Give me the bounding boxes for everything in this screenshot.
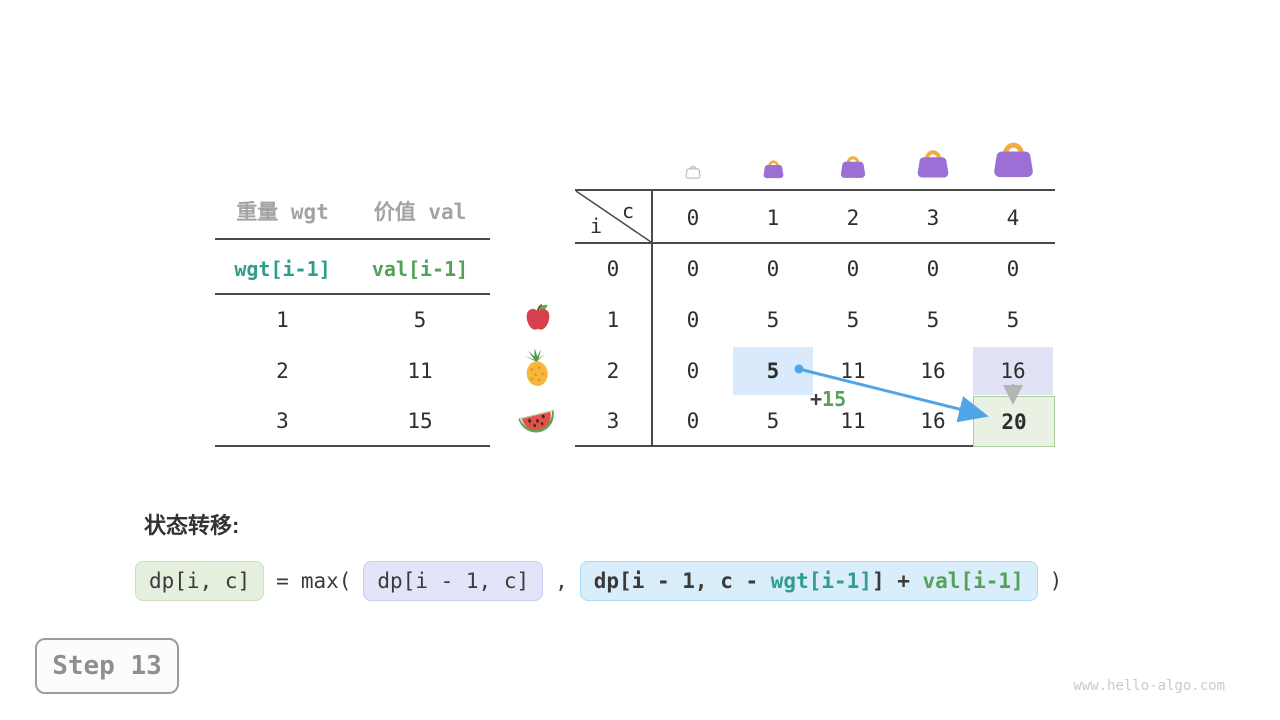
dp-col-header-1: 1 [766, 206, 780, 230]
val-formula-label: val[i-1] [371, 257, 469, 281]
dp-cell-i1-c2: 5 [846, 308, 860, 332]
bag-size-1-icon [762, 157, 785, 179]
item-table-formula-row: wgt[i-1] val[i-1] [215, 255, 490, 283]
dp-table-rule-header [575, 242, 1055, 244]
item-row-1: 1 5 [215, 306, 490, 334]
dp-cell-i0-c0: 0 [686, 257, 700, 281]
dp-col-header-0: 0 [686, 206, 700, 230]
transfer-annotation-value: 15 [822, 387, 847, 411]
item-3-weight: 3 [276, 409, 289, 433]
item-2-weight: 2 [276, 359, 289, 383]
dp-col-header-2: 2 [846, 206, 860, 230]
dp-cell-i1-c4: 5 [1006, 308, 1020, 332]
formula-equals: = [276, 569, 289, 593]
dp-corner-row-var: i [589, 214, 603, 238]
apple-icon [524, 302, 552, 332]
dp-cell-i0-c3: 0 [926, 257, 940, 281]
transfer-annotation-plus: + [810, 387, 823, 411]
item-table-rule-bottom [215, 445, 490, 447]
bag-size-2-icon [839, 152, 867, 179]
formula-comma: , [555, 569, 568, 593]
dp-table-rule-bottom [575, 445, 1055, 447]
wgt-formula-label: wgt[i-1] [234, 257, 331, 281]
dp-cell-i0-c4: 0 [1006, 257, 1020, 281]
dp-cell-i3-c2: 11 [840, 408, 866, 433]
dp-table-rule-top [575, 189, 1055, 191]
dp-table-rule-vertical [651, 190, 653, 446]
dp-cell-i2-c4-highlighted: 16 [973, 347, 1053, 395]
formula-lhs-box: dp[i, c] [135, 561, 265, 601]
item-table-col1-header: 重量 wgt [236, 200, 329, 224]
watermelon-icon [518, 403, 556, 437]
formula-option1-box: dp[i - 1, c] [363, 561, 544, 601]
item-table-rule-top [215, 238, 490, 240]
step-badge-label: Step 13 [52, 651, 162, 681]
dp-cell-i3-c0: 0 [686, 408, 700, 433]
bag-size-4-icon [991, 136, 1036, 179]
formula-option2-prefix: dp[i - 1, c - [593, 569, 771, 593]
dp-cell-i0-c2: 0 [846, 257, 860, 281]
dp-col-header-4: 4 [1006, 206, 1020, 230]
pineapple-icon [520, 347, 553, 387]
dp-cell-i1-c3: 5 [926, 308, 940, 332]
formula-option2-box: dp[i - 1, c - wgt[i-1]] + val[i-1] [579, 561, 1038, 601]
item-table-header-row: 重量 wgt 价值 val [215, 197, 490, 225]
dp-cell-i3-c1: 5 [766, 408, 780, 433]
formula-max-open: max( [300, 569, 352, 593]
dp-corner-diagonal [575, 190, 652, 243]
dp-cell-i1-c0: 0 [686, 308, 700, 332]
bag-size-3-icon [915, 145, 951, 179]
formula-close-paren: ) [1049, 569, 1063, 593]
transition-title: 状态转移: [144, 513, 240, 538]
item-row-3: 3 15 [215, 407, 490, 435]
dp-corner-col-var: c [621, 199, 635, 223]
dp-row-header-3: 3 [606, 408, 620, 433]
step-badge: Step 13 [35, 638, 179, 694]
dp-row-header-2: 2 [606, 359, 620, 383]
item-row-2: 2 11 [215, 357, 490, 385]
dp-cell-i3-c3: 16 [920, 408, 946, 433]
dp-row-header-0: 0 [606, 257, 620, 281]
item-3-value: 15 [407, 409, 433, 433]
dp-cell-i0-c1: 0 [766, 257, 780, 281]
item-2-value: 11 [407, 359, 433, 383]
dp-cell-i2-c3: 16 [920, 359, 946, 383]
formula-option2-wgt: wgt[i-1] [770, 569, 872, 593]
transfer-annotation: +15 [810, 387, 846, 411]
bag-size-0-icon [685, 163, 701, 179]
watermark: www.hello-algo.com [1073, 678, 1225, 694]
item-1-value: 5 [413, 308, 427, 332]
transition-formula: dp[i, c] = max( dp[i - 1, c] , dp[i - 1,… [135, 561, 1062, 601]
item-table-rule-mid [215, 293, 490, 295]
item-1-weight: 1 [276, 308, 289, 332]
formula-option2-mid: ] + [871, 569, 923, 593]
dp-cell-i1-c1: 5 [766, 308, 780, 332]
dp-row-header-1: 1 [606, 308, 620, 332]
item-table-col2-header: 价值 val [373, 200, 467, 224]
dp-col-header-3: 3 [926, 206, 940, 230]
transfer-arrow [798, 367, 989, 423]
formula-option2-val: val[i-1] [922, 569, 1024, 593]
dp-cell-i2-c0: 0 [686, 359, 700, 383]
